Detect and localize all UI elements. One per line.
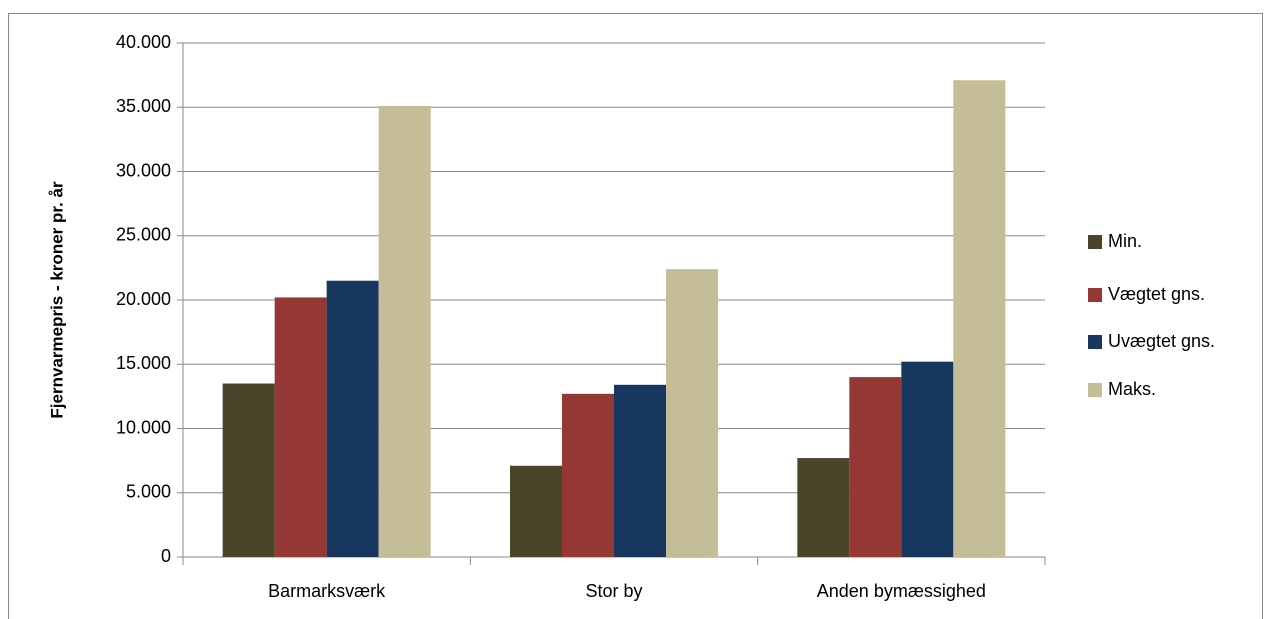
bar [510,465,562,557]
y-tick-label: 30.000 [116,160,171,180]
legend-label: Min. [1108,231,1142,251]
legend-swatch [1088,335,1102,349]
bar [666,269,718,557]
y-tick-label: 25.000 [116,225,171,245]
bar [326,280,379,557]
legend-swatch [1088,288,1102,302]
bar [562,393,614,557]
bar [614,384,666,557]
y-tick-label: 15.000 [116,353,171,373]
x-tick-label: Stor by [585,581,642,601]
y-tick-label: 0 [161,546,171,566]
x-tick-label: Anden bymæssighed [817,581,986,601]
legend-label: Uvægtet gns. [1108,331,1215,351]
y-tick-label: 40.000 [116,32,171,52]
bar [222,383,275,557]
y-tick-label: 20.000 [116,289,171,309]
bar [953,80,1006,557]
bar [849,377,902,557]
legend-label: Vægtet gns. [1108,284,1205,304]
legend-swatch [1088,383,1102,397]
legend-swatch [1088,235,1102,249]
y-axis-label: Fjernvarmepris - kroner pr. år [47,181,66,419]
legend-label: Maks. [1108,379,1156,399]
chart-border [8,13,1263,619]
y-tick-label: 10.000 [116,417,171,437]
y-tick-label: 35.000 [116,96,171,116]
x-tick-label: Barmarksværk [268,581,386,601]
bar [378,105,431,557]
bar [797,458,850,557]
y-tick-label: 5.000 [126,482,171,502]
bar [274,297,327,557]
bar [901,361,954,557]
